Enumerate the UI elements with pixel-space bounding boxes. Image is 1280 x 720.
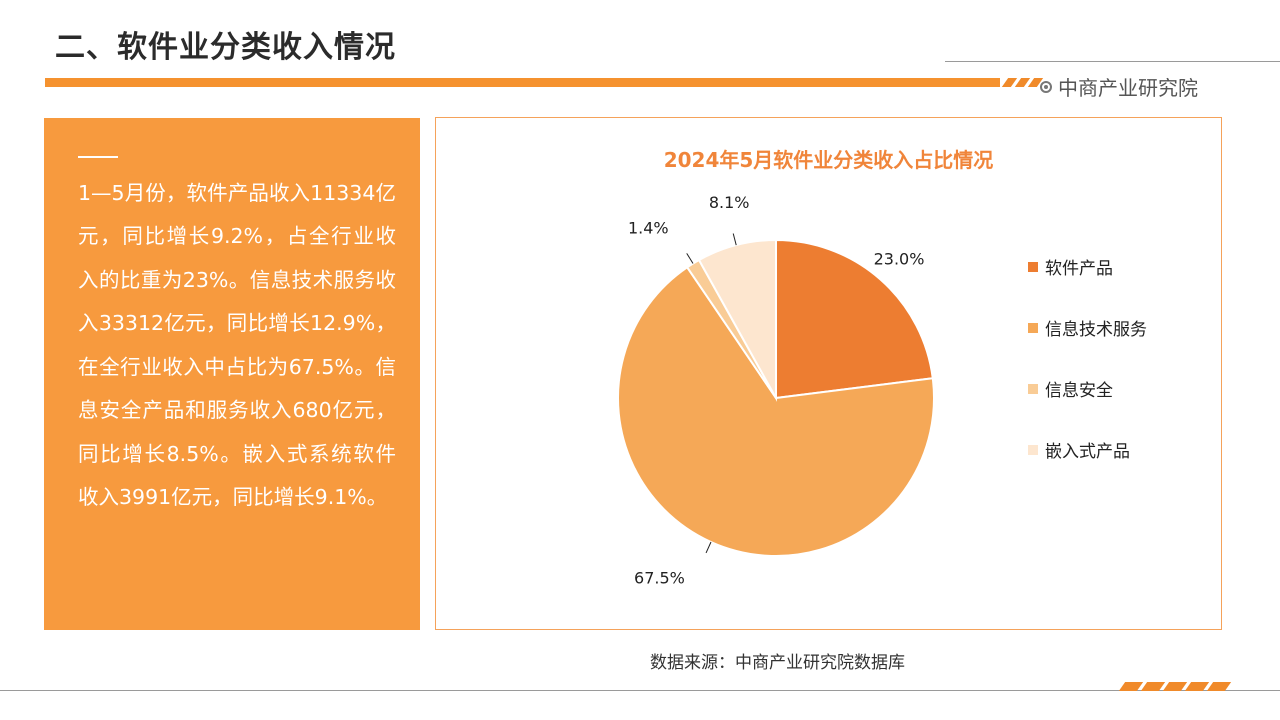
- header-stripes: [1001, 78, 1044, 87]
- legend-label-0: 软件产品: [1045, 259, 1113, 279]
- chart-title: 2024年5月软件业分类收入占比情况: [663, 148, 994, 172]
- legend-swatch-0: [1028, 261, 1038, 272]
- legend-label-1: 信息技术服务: [1045, 320, 1147, 340]
- summary-dash: [78, 156, 118, 158]
- pie-data-label-1: 67.5%: [634, 569, 685, 588]
- brand-logo-icon: [1040, 80, 1052, 93]
- legend-item-3: 嵌入式产品: [1028, 401, 1147, 498]
- summary-text: 1—5月份，软件产品收入11334亿元，同比增长9.2%，占全行业收入的比重为2…: [78, 180, 396, 510]
- pie-data-label-0: 23.0%: [874, 249, 925, 268]
- pie-leader-line-1: [705, 541, 712, 554]
- data-source: 数据来源：中商产业研究院数据库: [650, 653, 905, 673]
- header-rule: [45, 78, 1000, 87]
- pie-data-label-2: 1.4%: [628, 219, 669, 238]
- pie-chart: 23.0% 67.5% 1.4% 8.1%: [617, 193, 935, 588]
- legend-item-1: 信息技术服务: [1028, 279, 1147, 376]
- legend-label-2: 信息安全: [1045, 381, 1113, 401]
- page-title: 二、软件业分类收入情况: [55, 30, 396, 65]
- brand-name: 中商产业研究院: [1058, 76, 1198, 100]
- footer-rule: [0, 690, 1280, 691]
- brand: 中商产业研究院: [1040, 72, 1198, 101]
- legend-item-2: 信息安全: [1028, 340, 1147, 437]
- chart-frame: 2024年5月软件业分类收入占比情况 23.0% 67.5% 1.4% 8.1% 软件…: [435, 117, 1222, 630]
- header-thin-rule: [945, 61, 1280, 62]
- pie-leader-line-2: [686, 253, 694, 264]
- chart-legend: 软件产品信息技术服务 信息安全嵌入式产品: [1028, 218, 1147, 498]
- legend-label-3: 嵌入式产品: [1045, 442, 1130, 462]
- legend-swatch-3: [1028, 444, 1038, 455]
- legend-swatch-2: [1028, 383, 1038, 394]
- pie-data-label-3: 8.1%: [709, 193, 750, 212]
- legend-item-0: 软件产品: [1028, 218, 1147, 315]
- legend-swatch-1: [1028, 322, 1038, 333]
- pie-slice-1: [617, 265, 935, 557]
- pie-slice-0: [775, 238, 934, 400]
- footer-stripes: [1118, 682, 1232, 691]
- pie-leader-line-3: [732, 233, 737, 246]
- pie-slice-3: [697, 238, 777, 402]
- summary-panel: 1—5月份，软件产品收入11334亿元，同比增长9.2%，占全行业收入的比重为2…: [44, 118, 420, 630]
